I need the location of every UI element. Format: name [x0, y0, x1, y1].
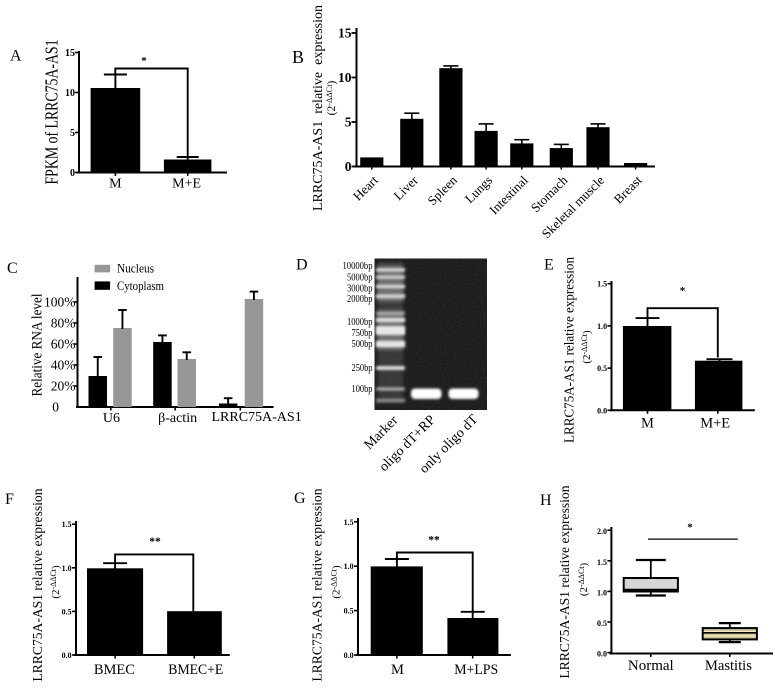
svg-text:1000bp: 1000bp — [347, 316, 373, 328]
svg-text:0.5: 0.5 — [62, 606, 72, 616]
svg-text:0.5: 0.5 — [597, 618, 607, 628]
svg-text:Nucleus: Nucleus — [117, 262, 154, 276]
svg-text:250bp: 250bp — [352, 362, 373, 374]
svg-text:Cytoplasm: Cytoplasm — [117, 279, 164, 293]
svg-text:0.0: 0.0 — [344, 650, 354, 660]
svg-text:**: ** — [149, 536, 161, 548]
svg-text:BMEC+E: BMEC+E — [168, 662, 223, 678]
svg-text:LRRC75A-AS1 relative expressio: LRRC75A-AS1 relative expression — [562, 257, 577, 443]
svg-text:0.5: 0.5 — [344, 606, 354, 616]
svg-text:1.5: 1.5 — [597, 279, 607, 289]
svg-text:*: * — [680, 285, 686, 297]
svg-text:15: 15 — [338, 26, 352, 41]
svg-text:1.0: 1.0 — [597, 321, 607, 331]
svg-text:LRRC75A-AS1 relative expressio: LRRC75A-AS1 relative expression — [310, 488, 325, 681]
svg-text:1.0: 1.0 — [62, 563, 72, 573]
svg-text:10000bp: 10000bp — [343, 260, 373, 272]
svg-text:G: G — [294, 490, 306, 507]
svg-text:60%: 60% — [51, 337, 76, 352]
svg-text:5000bp: 5000bp — [347, 272, 373, 284]
svg-text:2000bp: 2000bp — [347, 293, 373, 305]
svg-text:15: 15 — [65, 48, 75, 59]
svg-text:M: M — [109, 177, 122, 192]
svg-text:20%: 20% — [51, 379, 76, 394]
svg-text:β-actin: β-actin — [158, 411, 197, 426]
svg-text:5: 5 — [70, 128, 75, 139]
svg-text:0.5: 0.5 — [597, 363, 607, 373]
svg-text:3000bp: 3000bp — [347, 283, 373, 295]
svg-text:1.5: 1.5 — [597, 557, 607, 567]
svg-text:40%: 40% — [51, 358, 76, 373]
svg-text:0: 0 — [70, 168, 75, 179]
svg-text:M+LPS: M+LPS — [454, 662, 498, 678]
svg-text:FPKM of LRRC75A-AS1: FPKM of LRRC75A-AS1 — [42, 40, 62, 185]
svg-text:M: M — [391, 662, 404, 678]
svg-text:100bp: 100bp — [352, 383, 373, 395]
svg-text:M+E: M+E — [700, 416, 730, 432]
svg-text:0: 0 — [52, 400, 59, 415]
svg-text:D: D — [296, 257, 308, 274]
svg-text:Normal: Normal — [628, 658, 674, 674]
svg-text:A: A — [10, 48, 22, 65]
svg-text:U6: U6 — [103, 411, 120, 426]
svg-text:BMEC: BMEC — [94, 662, 135, 678]
svg-text:*: * — [141, 55, 147, 67]
svg-text:LRRC75A-AS1: LRRC75A-AS1 — [211, 410, 301, 425]
svg-text:500bp: 500bp — [352, 338, 373, 350]
svg-text:Relative RNA level: Relative RNA level — [30, 294, 46, 397]
svg-text:B: B — [292, 47, 304, 67]
svg-text:10: 10 — [65, 88, 75, 99]
svg-text:**: ** — [428, 535, 440, 547]
svg-text:1.5: 1.5 — [344, 517, 354, 527]
svg-text:C: C — [7, 260, 18, 277]
svg-text:Mastitis: Mastitis — [705, 658, 752, 674]
svg-text:1.0: 1.0 — [597, 587, 607, 597]
svg-text:*: * — [687, 522, 693, 534]
svg-text:1.0: 1.0 — [344, 561, 354, 571]
svg-text:F: F — [5, 491, 14, 508]
svg-text:H: H — [540, 492, 552, 509]
svg-text:LRRC75A-AS1 relative expressio: LRRC75A-AS1 relative expression — [557, 485, 572, 678]
svg-text:2.0: 2.0 — [597, 526, 607, 536]
svg-text:0.0: 0.0 — [62, 650, 72, 660]
svg-text:750bp: 750bp — [352, 327, 373, 339]
svg-text:1.5: 1.5 — [62, 519, 72, 529]
svg-text:LRRC75A-AS1 relative expressio: LRRC75A-AS1 relative expression — [30, 488, 45, 681]
svg-text:E: E — [544, 257, 554, 274]
svg-text:0.0: 0.0 — [597, 649, 607, 659]
svg-text:LRRC75A-AS1 relative express: LRRC75A-AS1 relative expression — [311, 5, 326, 211]
svg-text:0: 0 — [345, 159, 352, 174]
svg-text:10: 10 — [338, 70, 352, 85]
svg-text:80%: 80% — [51, 316, 76, 331]
svg-text:0.0: 0.0 — [597, 405, 607, 415]
svg-text:M: M — [641, 416, 654, 432]
svg-text:5: 5 — [345, 115, 352, 130]
svg-text:100%: 100% — [44, 295, 76, 310]
svg-text:M+E: M+E — [172, 177, 201, 192]
